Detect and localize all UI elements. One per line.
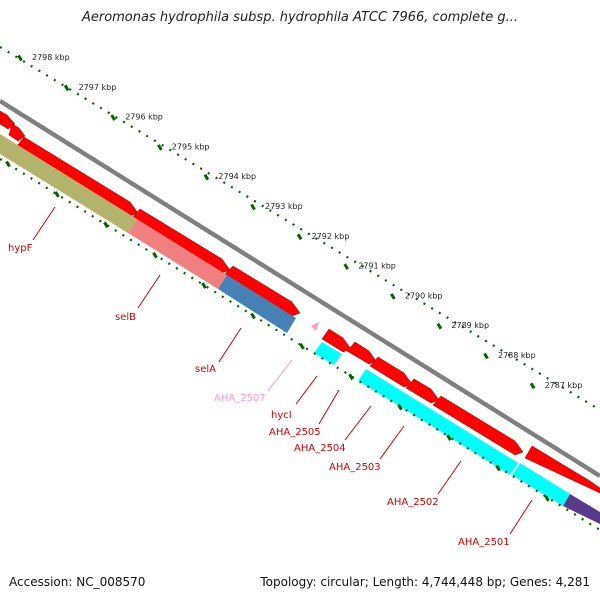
gene-label[interactable]: hypF — [8, 243, 33, 254]
ruler-tick — [483, 352, 489, 360]
ruler-tick — [436, 322, 443, 330]
ruler-tick-label: 2791 kbp — [358, 262, 396, 271]
reverse-strand-features — [0, 134, 600, 524]
forward-cds-arrow[interactable] — [16, 136, 139, 217]
gene-label[interactable]: AHA_2505 — [269, 427, 321, 438]
ruler-tick-label: 2798 kbp — [32, 53, 70, 62]
accession-label: Accession: NC_008570 — [9, 575, 146, 589]
ruler-labels: 2798 kbp 2797 kbp 2796 kbp 2795 kbp 2794 kbp… — [32, 53, 582, 390]
gene-label[interactable]: AHA_2503 — [329, 462, 381, 473]
leader-line — [379, 425, 405, 460]
ruler-tick-label: 2789 kbp — [451, 321, 489, 330]
ruler-tick-label: 2787 kbp — [545, 381, 583, 390]
ruler-tick-label: 2795 kbp — [172, 142, 210, 151]
ruler-ticks — [17, 54, 536, 390]
gene-label-leaders — [32, 206, 533, 535]
leader-line — [267, 359, 293, 392]
inner-ticks — [5, 160, 550, 502]
inner-ruler-tick — [299, 343, 305, 350]
forward-cds-arrow[interactable] — [524, 445, 600, 494]
ruler-tick — [250, 203, 256, 211]
ruler-tick — [110, 114, 116, 121]
ruler-tick — [390, 293, 396, 300]
leader-line — [344, 405, 372, 441]
forward-cds-arrow[interactable] — [131, 208, 231, 274]
forward-cds-arrow[interactable] — [346, 341, 377, 365]
gene-label[interactable]: AHA_2507 — [214, 393, 266, 404]
ruler-tick-label: 2796 kbp — [125, 113, 163, 122]
inner-ruler-tick — [495, 464, 501, 472]
map-title: Aeromonas hydrophila subsp. hydrophila A… — [81, 10, 519, 25]
inner-ruler-tick — [5, 160, 11, 168]
ruler-tick — [17, 54, 23, 62]
inner-ruler-tick — [446, 434, 452, 441]
gene-labels: hypF selB selA AHA_2507 hycI AHA_2505 AH… — [8, 243, 510, 548]
gene-label[interactable]: selA — [195, 364, 216, 375]
forward-cds-arrow[interactable] — [223, 265, 301, 317]
leader-line — [318, 389, 340, 425]
inner-ruler-tick — [201, 282, 207, 289]
ruler-tick-label: 2792 kbp — [312, 232, 350, 241]
ruler-tick-label: 2793 kbp — [265, 202, 303, 211]
ruler-tick-label: 2790 kbp — [405, 291, 443, 300]
forward-strand-features — [0, 110, 600, 494]
reverse-cds-arrow[interactable] — [512, 463, 570, 506]
leader-line — [32, 206, 56, 241]
gene-label[interactable]: AHA_2502 — [387, 497, 439, 508]
ruler-tick — [343, 263, 349, 270]
ruler-tick — [203, 173, 210, 181]
leader-line — [295, 375, 318, 405]
inner-ruler-tick — [348, 373, 354, 381]
inner-ruler-tick — [397, 403, 403, 411]
reverse-cds-arrow[interactable] — [314, 342, 342, 365]
forward-cds-arrow[interactable] — [321, 328, 352, 353]
leader-line — [218, 327, 242, 363]
gene-hypF-bar[interactable] — [0, 134, 137, 233]
ruler-tick-label: 2788 kbp — [498, 351, 536, 360]
forward-cds-arrow[interactable] — [432, 395, 524, 456]
inner-ruler-tick — [152, 251, 158, 259]
forward-cds-arrow[interactable] — [8, 123, 26, 142]
inner-ruler-tick — [250, 312, 256, 320]
ruler-tick-label: 2797 kbp — [79, 83, 117, 92]
ruler-tick-label: 2794 kbp — [218, 172, 256, 181]
gene-selB-bar[interactable] — [128, 219, 227, 289]
gene-label[interactable]: selB — [115, 312, 136, 323]
inner-ruler-tick — [544, 495, 550, 502]
inner-ruler-tick — [54, 191, 60, 198]
gene-AHA_2507-arrow[interactable] — [311, 322, 319, 331]
leader-line — [137, 274, 161, 309]
gene-label[interactable]: hycI — [271, 410, 292, 421]
ruler-tick — [529, 382, 536, 390]
reverse-cds-arrow[interactable] — [427, 411, 518, 475]
inner-ruler-tick — [103, 221, 109, 229]
leader-line — [509, 499, 533, 535]
ruler-tick — [63, 84, 70, 92]
genome-summary: Topology: circular; Length: 4,744,448 bp… — [260, 575, 590, 589]
reverse-cds-arrow[interactable] — [358, 369, 434, 423]
ruler-tick — [157, 144, 163, 151]
gene-selA-bar[interactable] — [218, 275, 296, 333]
gene-tail-bar[interactable] — [563, 494, 600, 524]
gene-label[interactable]: AHA_2504 — [294, 443, 346, 454]
leader-line — [437, 460, 462, 495]
gene-label[interactable]: AHA_2501 — [458, 537, 510, 548]
forward-cds-arrow[interactable] — [405, 378, 440, 404]
backbone-line — [0, 99, 600, 478]
ruler-tick — [296, 233, 303, 241]
